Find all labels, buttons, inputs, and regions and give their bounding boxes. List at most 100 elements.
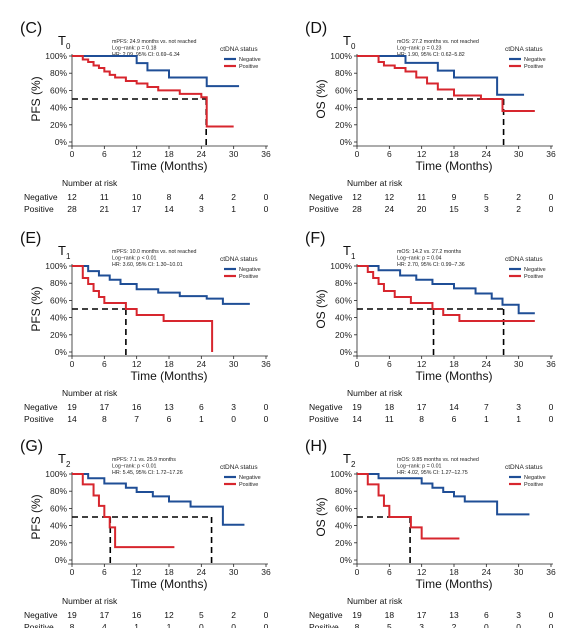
stats-line-2: Log−rank: p = 0.01 — [397, 464, 442, 470]
y-tick-label: 60% — [335, 295, 352, 305]
risk-cell-negative: 0 — [549, 402, 554, 412]
legend-entry-negative: Negative — [239, 267, 261, 273]
stats-line-2: Log−rank: p = 0.04 — [397, 256, 442, 262]
risk-cell-negative: 18 — [385, 402, 395, 412]
x-tick-label: 6 — [102, 149, 107, 159]
y-tick-label: 80% — [50, 68, 67, 78]
x-tick-label: 0 — [355, 359, 360, 369]
legend-title: ctDNA status — [220, 464, 258, 471]
risk-cell-positive: 0 — [264, 622, 269, 628]
risk-cell-positive: 0 — [549, 204, 554, 214]
km-curve-positive — [357, 473, 460, 540]
risk-cell-negative: 11 — [417, 192, 426, 202]
x-axis-title: Time (Months) — [416, 159, 493, 173]
risk-cell-positive: 3 — [484, 204, 489, 214]
risk-cell-negative: 2 — [516, 192, 521, 202]
legend-entry-negative: Negative — [524, 267, 546, 273]
y-tick-label: 0% — [55, 347, 68, 357]
stats-line-1: mPFS: 7.1 vs. 25.9 months — [112, 457, 176, 463]
risk-row-label-positive: Positive — [309, 622, 339, 628]
stats-line-1: mOS: 9.85 months vs. not reached — [397, 457, 479, 463]
x-tick-label: 36 — [261, 359, 271, 369]
panel-e: (E) T1 mPFS: 10.0 months vs. not reachedLo… — [20, 230, 271, 424]
risk-cell-positive: 17 — [132, 204, 142, 214]
x-tick-label: 6 — [387, 567, 392, 577]
timepoint-label: T1 — [343, 243, 356, 261]
x-axis-title: Time (Months) — [416, 577, 493, 591]
risk-cell-negative: 5 — [484, 192, 489, 202]
y-tick-label: 100% — [45, 261, 67, 271]
x-tick-label: 6 — [387, 359, 392, 369]
x-tick-label: 30 — [514, 567, 524, 577]
risk-cell-negative: 3 — [516, 610, 521, 620]
y-tick-label: 20% — [50, 330, 67, 340]
y-tick-label: 40% — [335, 313, 352, 323]
x-tick-label: 0 — [70, 567, 75, 577]
risk-cell-negative: 3 — [231, 402, 236, 412]
risk-table-title: Number at risk — [62, 178, 118, 188]
risk-row-label-positive: Positive — [309, 204, 339, 214]
risk-cell-negative: 0 — [264, 192, 269, 202]
x-tick-label: 24 — [482, 359, 492, 369]
y-axis-title: PFS (%) — [29, 76, 43, 121]
risk-cell-positive: 0 — [549, 414, 554, 424]
risk-cell-negative: 2 — [231, 192, 236, 202]
legend-title: ctDNA status — [505, 46, 543, 53]
risk-cell-positive: 3 — [199, 204, 204, 214]
y-tick-label: 40% — [50, 103, 67, 113]
y-tick-label: 60% — [335, 85, 352, 95]
risk-cell-positive: 0 — [199, 622, 204, 628]
y-axis-title: OS (%) — [314, 289, 328, 328]
x-tick-label: 24 — [197, 149, 207, 159]
stats-line-1: mOS: 27.2 months vs. not reached — [397, 39, 479, 45]
risk-cell-positive: 0 — [264, 204, 269, 214]
risk-cell-positive: 7 — [134, 414, 139, 424]
y-tick-label: 40% — [50, 313, 67, 323]
stats-line-3: HR: 1.90, 95% CI: 0.62–5.82 — [397, 52, 465, 58]
x-tick-label: 0 — [355, 149, 360, 159]
x-tick-label: 0 — [70, 359, 75, 369]
risk-cell-positive: 8 — [419, 414, 424, 424]
risk-cell-positive: 0 — [231, 622, 236, 628]
risk-cell-negative: 19 — [352, 610, 362, 620]
risk-cell-negative: 17 — [100, 402, 110, 412]
x-tick-label: 36 — [546, 359, 556, 369]
stats-line-2: Log−rank: p = 0.18 — [112, 46, 157, 52]
km-curve-negative — [357, 265, 535, 315]
legend-entry-positive: Positive — [239, 274, 258, 280]
km-curve-positive — [72, 473, 175, 549]
risk-cell-negative: 6 — [484, 610, 489, 620]
risk-cell-positive: 6 — [452, 414, 457, 424]
risk-cell-negative: 6 — [199, 402, 204, 412]
risk-cell-negative: 0 — [549, 610, 554, 620]
risk-table-title: Number at risk — [62, 596, 118, 606]
panel-d: (D) T0 mOS: 27.2 months vs. not reachedLog… — [305, 20, 556, 214]
y-tick-label: 20% — [335, 538, 352, 548]
legend-title: ctDNA status — [505, 256, 543, 263]
y-tick-label: 0% — [340, 347, 353, 357]
risk-cell-negative: 7 — [484, 402, 489, 412]
y-tick-label: 100% — [330, 261, 352, 271]
x-tick-label: 18 — [449, 567, 459, 577]
panel-h: (H) T2 mOS: 9.85 months vs. not reachedLog… — [305, 438, 556, 628]
x-tick-label: 30 — [229, 149, 239, 159]
km-curve-negative — [357, 55, 525, 96]
y-tick-label: 20% — [50, 538, 67, 548]
risk-cell-positive: 0 — [231, 414, 236, 424]
risk-cell-negative: 2 — [231, 610, 236, 620]
x-tick-label: 12 — [132, 567, 142, 577]
panel-label: (D) — [305, 20, 327, 37]
legend-entry-negative: Negative — [239, 57, 261, 63]
risk-cell-negative: 12 — [164, 610, 174, 620]
risk-table-title: Number at risk — [347, 388, 403, 398]
risk-cell-positive: 14 — [67, 414, 77, 424]
y-tick-label: 0% — [55, 137, 68, 147]
stats-line-3: HR: 3.60, 95% CI: 1.30–10.01 — [112, 262, 183, 268]
risk-cell-positive: 8 — [102, 414, 107, 424]
stats-line-3: HR: 4.02, 95% CI: 1.27–12.75 — [397, 470, 468, 476]
km-curve-positive — [72, 265, 214, 352]
x-axis-title: Time (Months) — [416, 369, 493, 383]
stats-line-3: HR: 2.09, 95% CI: 0.69–6.34 — [112, 52, 180, 58]
risk-row-label-positive: Positive — [24, 204, 54, 214]
panel-f: (F) T1 mOS: 14.2 vs. 27.2 monthsLog−rank: … — [305, 230, 556, 424]
